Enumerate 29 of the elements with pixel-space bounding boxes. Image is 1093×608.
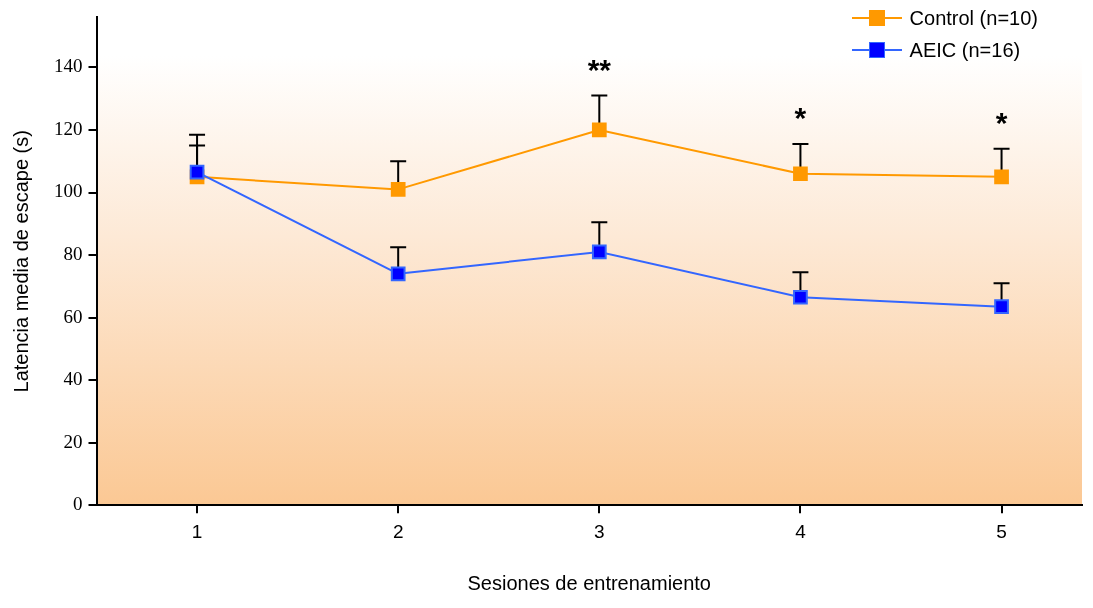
point	[793, 166, 808, 182]
y-tick-label: 80	[63, 243, 83, 265]
annotation: **	[587, 52, 612, 86]
point	[189, 164, 205, 180]
x-tick-label: 5	[996, 520, 1007, 542]
y-tick-label: 140	[54, 55, 83, 77]
y-tick-label: 0	[73, 493, 83, 515]
y-tick-label: 100	[54, 180, 83, 202]
x-tick-label: 3	[594, 520, 605, 542]
legend-label: AEIC (n=16)	[909, 38, 1021, 62]
point	[994, 169, 1009, 185]
x-tick-label: 4	[795, 520, 807, 542]
point	[994, 299, 1009, 314]
annotation: *	[794, 101, 807, 135]
y-axis-title: Latencia media de escape (s)	[9, 130, 32, 393]
y-tick-label: 40	[63, 368, 83, 390]
y-tick-label: 20	[63, 430, 83, 452]
x-tick-label: 1	[191, 520, 203, 542]
point	[591, 244, 607, 260]
y-tick-label: 120	[54, 117, 83, 139]
point	[390, 182, 406, 197]
annotation: *	[995, 106, 1008, 139]
x-axis-title: Sesiones de entrenamiento	[467, 571, 711, 594]
point	[390, 266, 406, 282]
legend-label: Control (n=10)	[909, 6, 1038, 30]
point	[591, 122, 607, 138]
x-tick-label: 2	[392, 520, 404, 542]
y-tick-label: 60	[63, 305, 83, 327]
point	[793, 289, 808, 305]
